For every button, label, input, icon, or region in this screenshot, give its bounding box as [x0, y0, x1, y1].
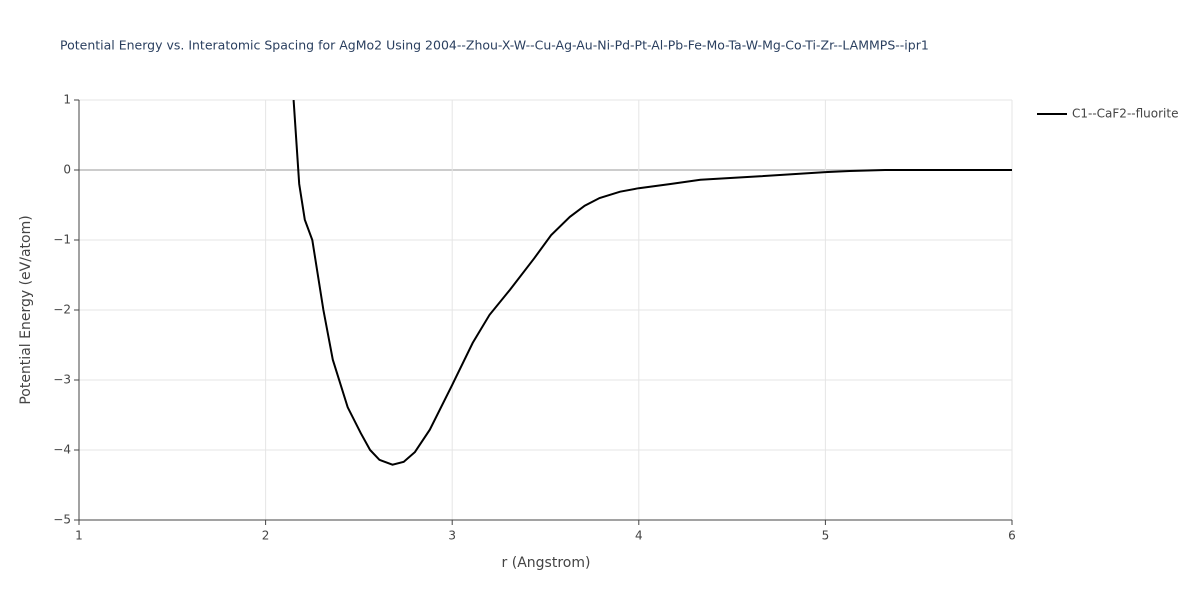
chart-title: Potential Energy vs. Interatomic Spacing…	[60, 38, 929, 53]
x-tick-label: 3	[448, 529, 456, 543]
x-tick-label: 5	[822, 529, 830, 543]
y-tick-label: 0	[63, 163, 71, 177]
y-axis-label: Potential Energy (eV/atom)	[18, 215, 34, 404]
x-axis-label: r (Angstrom)	[502, 555, 591, 571]
y-tick-label: −2	[53, 303, 71, 317]
y-tick-label: −3	[53, 373, 71, 387]
line	[292, 100, 1012, 466]
y-tick-label: −4	[53, 443, 71, 457]
x-tick-label: 6	[1008, 529, 1016, 543]
y-tick-label: −5	[53, 513, 71, 527]
x-tick-label: 4	[635, 529, 643, 543]
x-tick-label: 1	[75, 529, 83, 543]
legend-label: C1--CaF2--fluorite	[1072, 107, 1178, 121]
x-tick-label: 2	[262, 529, 270, 543]
y-tick-label: −1	[53, 233, 71, 247]
y-tick-label: 1	[63, 93, 71, 107]
